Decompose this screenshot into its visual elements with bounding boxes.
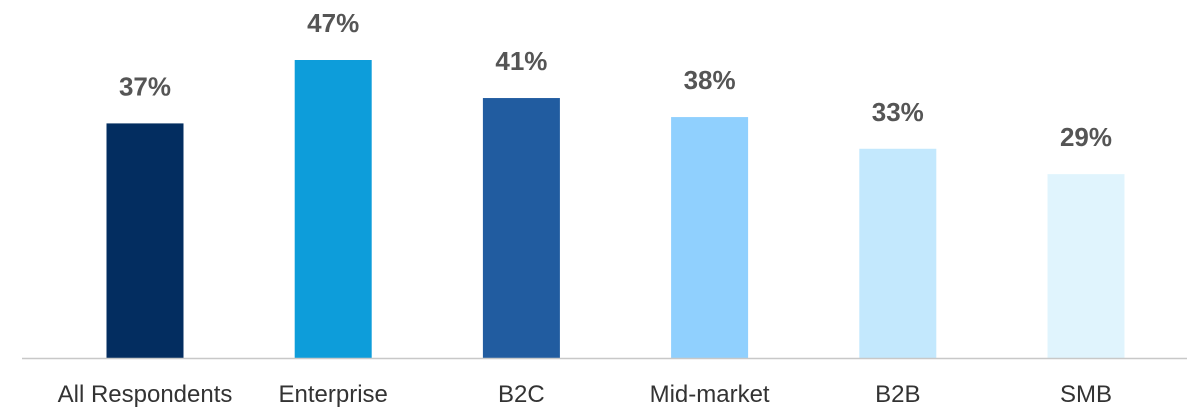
tick-label-b2c: B2C [498, 381, 545, 408]
data-label-all-respondents: 37% [119, 71, 171, 101]
tick-label-smb: SMB [1060, 381, 1112, 408]
data-label-smb: 29% [1060, 122, 1112, 152]
tick-label-b2b: B2B [875, 381, 920, 408]
data-label-enterprise: 47% [307, 8, 359, 38]
value-labels-group: 37% 47% 41% 38% 33% 29% [119, 8, 1112, 152]
bars-group [106, 60, 1125, 359]
bar-enterprise [294, 60, 372, 358]
category-labels-group: All Respondents Enterprise B2C Mid-market B2… [58, 381, 1112, 408]
bar-b2c [482, 98, 560, 359]
bar-smb [1047, 174, 1125, 358]
data-label-b2c: 41% [495, 46, 547, 76]
tick-label-all-respondents: All Respondents [58, 381, 233, 408]
tick-label-mid-market: Mid-market [650, 381, 770, 408]
bar-mid-market [671, 117, 749, 358]
data-label-mid-market: 38% [684, 65, 736, 95]
bar-all-respondents [106, 123, 184, 358]
data-label-b2b: 33% [872, 97, 924, 127]
bar-b2b [859, 148, 937, 358]
tick-label-enterprise: Enterprise [279, 381, 388, 408]
